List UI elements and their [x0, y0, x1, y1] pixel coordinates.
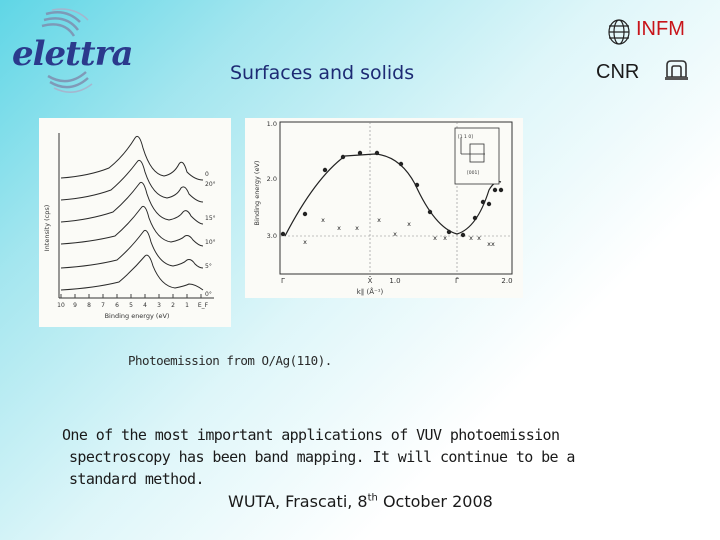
cnr-label: CNR — [596, 61, 640, 83]
cnr-logo-icon — [665, 60, 688, 80]
figure-caption: Photoemission from O/Ag(110). — [128, 353, 332, 368]
svg-text:x: x — [321, 216, 325, 224]
inset-label: [001] — [467, 170, 479, 176]
infm-globe-icon — [608, 19, 630, 45]
tick-label: 5 — [129, 302, 133, 309]
svg-text:x: x — [443, 234, 447, 242]
footer-event: WUTA, Frascati, 8th October 2008 — [228, 492, 493, 511]
svg-text:x: x — [377, 216, 381, 224]
spectrum-angle-label: 0 — [205, 171, 209, 178]
tick-label: 7 — [101, 302, 105, 309]
spectrum-angle-label: 10° — [205, 239, 216, 246]
elettra-swirl-icon — [41, 8, 93, 93]
tick-label: 2.0 — [267, 175, 277, 183]
tick-label: 1.0 — [389, 277, 400, 285]
svg-text:x: x — [355, 224, 359, 232]
spectrum-angle-label: 15° — [205, 215, 216, 222]
x-axis-label: Binding energy (eV) — [105, 312, 170, 320]
body-paragraph: One of the most important applications o… — [62, 424, 622, 490]
elettra-wordmark: elettra — [12, 34, 134, 74]
tick-label: 3 — [157, 302, 161, 309]
svg-text:x: x — [337, 224, 341, 232]
tick-label: 1 — [185, 302, 189, 309]
body-line: spectroscopy has been band mapping. It w… — [69, 448, 575, 466]
svg-text:x: x — [469, 234, 473, 242]
tick-label: 3.0 — [267, 232, 277, 240]
photoemission-spectra-figure: 0 20° 15° 10° 5° 0° 10 9 8 7 6 5 4 3 2 1… — [39, 118, 231, 327]
tick-label: E_F — [198, 302, 209, 309]
y-axis-label: Intensity (cps) — [43, 205, 51, 252]
svg-text:x: x — [407, 220, 411, 228]
tick-label: 8 — [87, 302, 91, 309]
svg-text:x: x — [303, 238, 307, 246]
y-axis-label: Binding energy (eV) — [253, 161, 261, 226]
svg-text:x: x — [433, 234, 437, 242]
symmetry-label: X̄ — [368, 276, 373, 285]
tick-label: 2 — [171, 302, 175, 309]
spectrum-angle-label: 5° — [205, 263, 212, 270]
body-line: standard method. — [69, 470, 205, 488]
slide-title: Surfaces and solids — [230, 62, 415, 84]
tick-label: 2.0 — [501, 277, 512, 285]
footer-sup: th — [367, 492, 378, 504]
svg-text:x: x — [477, 234, 481, 242]
tick-label: 1.0 — [267, 120, 277, 128]
symmetry-label: Γ — [281, 277, 285, 285]
spectrum-angle-label: 0° — [205, 291, 212, 298]
tick-label: 4 — [143, 302, 147, 309]
footer-text: October 2008 — [377, 492, 493, 511]
body-line: One of the most important applications o… — [62, 426, 560, 444]
infm-label: INFM — [636, 18, 685, 40]
elettra-logo: elettra — [8, 6, 134, 98]
symmetry-label: Γ̄ — [455, 277, 459, 285]
footer-text: WUTA, Frascati, 8 — [228, 492, 368, 511]
spectrum-angle-label: 20° — [205, 181, 216, 188]
x-axis-label: k∥ (Å⁻¹) — [357, 287, 384, 296]
inset-label: [1 1 0] — [458, 134, 473, 140]
tick-label: 6 — [115, 302, 119, 309]
tick-label: 10 — [57, 302, 65, 309]
svg-text:x: x — [393, 230, 397, 238]
tick-label: 9 — [73, 302, 77, 309]
svg-text:xx: xx — [487, 240, 495, 248]
